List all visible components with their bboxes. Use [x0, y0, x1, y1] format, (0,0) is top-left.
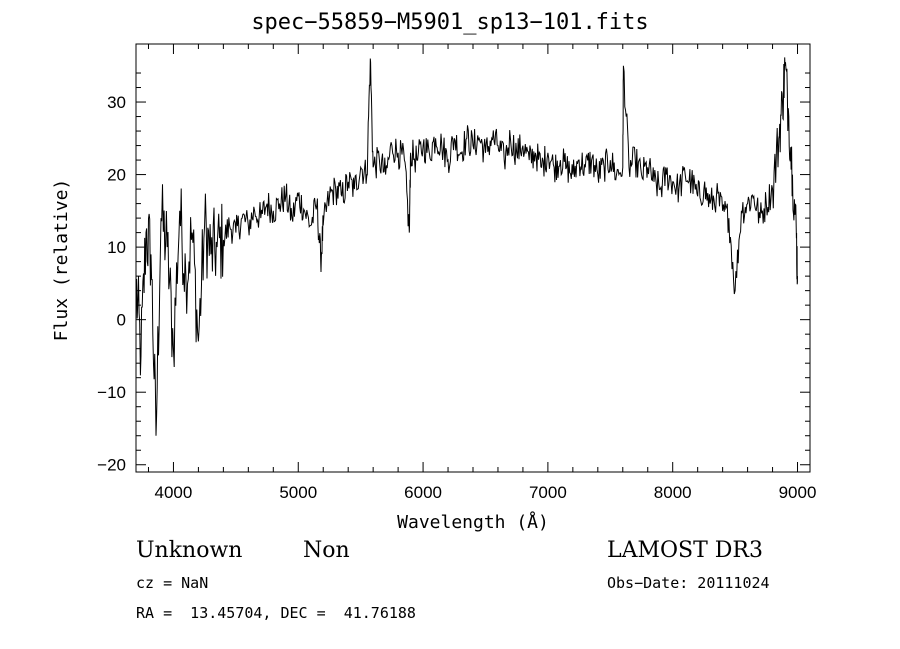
y-tick-label: 20 [107, 166, 126, 185]
obs-date: Obs−Date: 20111024 [607, 574, 770, 592]
coordinates: RA = 13.45704, DEC = 41.76188 [136, 604, 416, 622]
y-tick-label: −10 [97, 383, 126, 402]
y-tick-label: 30 [107, 93, 126, 112]
plot-frame [135, 43, 811, 473]
chart-title: spec−55859−M5901_sp13−101.fits [251, 10, 649, 35]
axis-tick-labels: 4000 5000 6000 7000 8000 9000 −20 −10 0 10 20 30 [97, 93, 816, 502]
survey-name: LAMOST DR3 [607, 538, 763, 563]
object-subclass: Non [303, 538, 350, 563]
y-axis-label: Flux (relative) [51, 179, 72, 342]
x-tick-label: 5000 [279, 483, 317, 502]
x-tick-label: 7000 [529, 483, 567, 502]
x-tick-label: 9000 [779, 483, 817, 502]
x-axis-label: Wavelength (Å) [397, 511, 549, 533]
y-tick-label: −20 [97, 456, 126, 475]
y-tick-label: 10 [107, 238, 126, 257]
x-tick-label: 6000 [404, 483, 442, 502]
x-tick-label: 8000 [654, 483, 692, 502]
redshift-value: cz = NaN [136, 574, 209, 592]
axis-ticks [136, 44, 810, 472]
x-tick-label: 4000 [155, 483, 193, 502]
flux-series-line [135, 57, 798, 436]
y-tick-label: 0 [117, 311, 126, 330]
object-class: Unknown [136, 538, 243, 563]
